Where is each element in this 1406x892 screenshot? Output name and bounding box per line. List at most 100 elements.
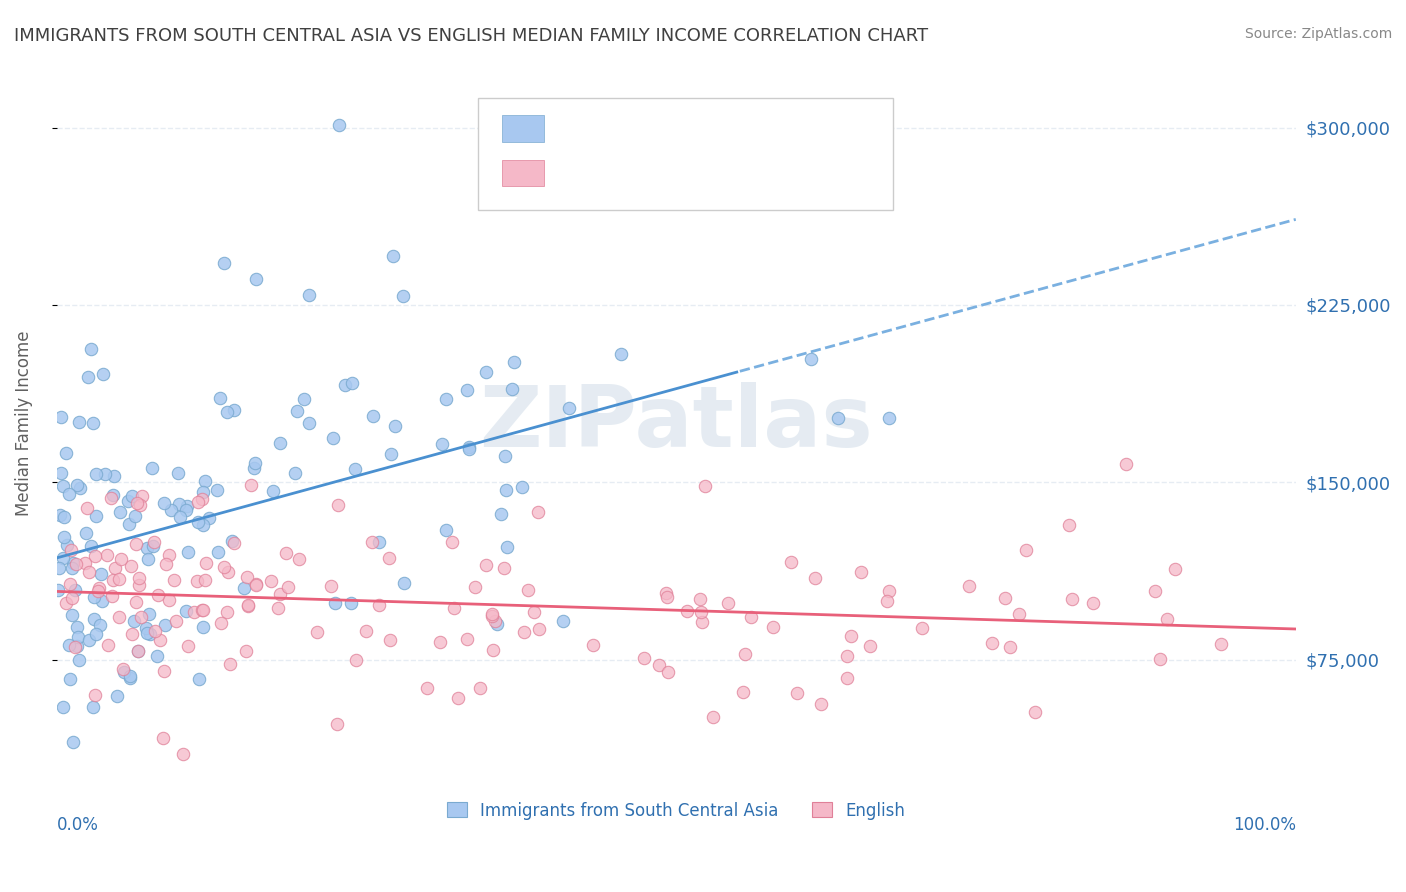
Point — [513, 625, 536, 640]
Point — [481, 607, 503, 622]
Point — [165, 614, 187, 628]
Point — [734, 647, 756, 661]
Point — [378, 632, 401, 647]
Point — [762, 620, 785, 634]
Point — [356, 624, 378, 638]
Point — [285, 403, 308, 417]
Point — [167, 497, 190, 511]
Point — [191, 492, 214, 507]
Point — [66, 639, 89, 653]
Point — [77, 370, 100, 384]
Point — [110, 552, 132, 566]
Point — [298, 288, 321, 302]
Point — [1024, 705, 1046, 719]
Point — [344, 652, 367, 666]
Point — [236, 570, 259, 584]
Point — [361, 534, 384, 549]
Point — [62, 556, 84, 570]
Point — [160, 503, 183, 517]
Point — [839, 629, 862, 643]
Point — [153, 496, 176, 510]
Point — [434, 523, 457, 537]
Point — [1149, 652, 1171, 666]
Point — [169, 510, 191, 524]
Point — [733, 685, 755, 699]
Point — [122, 615, 145, 629]
Legend: Immigrants from South Central Asia, English: Immigrants from South Central Asia, Engl… — [440, 795, 912, 826]
Point — [90, 593, 112, 607]
Point — [274, 546, 297, 560]
Point — [284, 467, 307, 481]
Point — [128, 578, 150, 592]
Point — [167, 467, 190, 481]
Point — [610, 347, 633, 361]
Point — [52, 479, 75, 493]
Point — [103, 573, 125, 587]
Point — [52, 699, 75, 714]
Point — [215, 405, 238, 419]
Point — [118, 516, 141, 531]
Point — [1156, 612, 1178, 626]
Point — [980, 636, 1002, 650]
Point — [69, 481, 91, 495]
Point — [236, 598, 259, 612]
Point — [80, 540, 103, 554]
Point — [392, 289, 415, 303]
Point — [135, 626, 157, 640]
Point — [456, 632, 478, 647]
Point — [105, 689, 128, 703]
Point — [429, 634, 451, 648]
Point — [262, 483, 284, 498]
Point — [118, 669, 141, 683]
Point — [1062, 591, 1084, 606]
Point — [551, 614, 574, 628]
Point — [129, 610, 152, 624]
Point — [48, 560, 70, 574]
Point — [328, 498, 350, 512]
Point — [83, 591, 105, 605]
Point — [209, 615, 232, 630]
Point — [484, 614, 506, 628]
Point — [582, 638, 605, 652]
Point — [690, 605, 713, 619]
Point — [75, 557, 97, 571]
Point — [146, 589, 169, 603]
Point — [125, 496, 148, 510]
Point — [209, 391, 232, 405]
Point — [298, 416, 321, 430]
Point — [174, 503, 197, 517]
Point — [692, 615, 714, 629]
Point — [702, 709, 724, 723]
Point — [675, 604, 697, 618]
Point — [233, 581, 256, 595]
Point — [242, 460, 264, 475]
Point — [470, 681, 492, 695]
Point — [63, 640, 86, 655]
Point — [101, 487, 124, 501]
Point — [157, 548, 180, 562]
Point — [207, 483, 229, 497]
Point — [58, 672, 80, 686]
Point — [89, 581, 111, 595]
Point — [994, 591, 1017, 605]
Text: Source: ZipAtlas.com: Source: ZipAtlas.com — [1244, 27, 1392, 41]
Point — [163, 573, 186, 587]
Point — [527, 505, 550, 519]
Point — [62, 735, 84, 749]
Point — [485, 617, 508, 632]
Point — [155, 617, 177, 632]
Point — [96, 548, 118, 562]
Point — [83, 612, 105, 626]
Point — [112, 662, 135, 676]
Point — [131, 489, 153, 503]
Point — [269, 587, 291, 601]
Point — [877, 410, 900, 425]
Point — [693, 479, 716, 493]
Point — [84, 467, 107, 481]
Point — [155, 557, 177, 571]
Point — [474, 558, 496, 573]
Point — [655, 585, 678, 599]
Point — [496, 540, 519, 554]
Point — [177, 545, 200, 559]
Point — [804, 570, 827, 584]
